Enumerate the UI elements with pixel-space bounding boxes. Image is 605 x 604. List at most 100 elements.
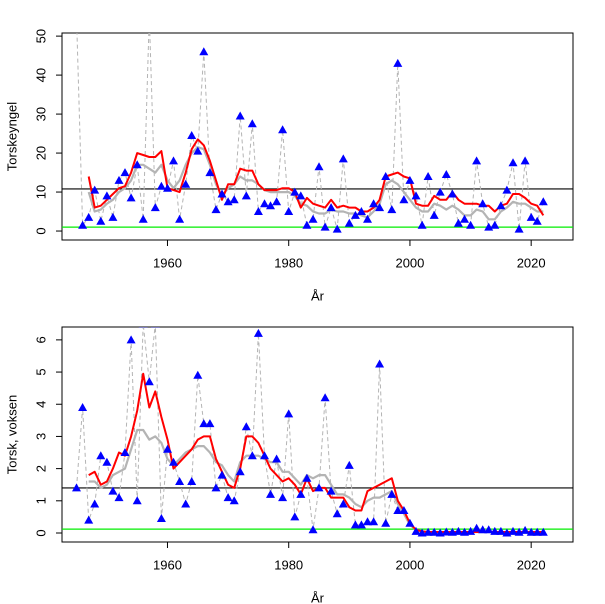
data-point: [278, 125, 288, 134]
data-point: [502, 185, 512, 194]
data-point: [399, 506, 409, 514]
smoothed-line: [87, 138, 545, 216]
x-tick-label: 2000: [395, 557, 424, 572]
data-point: [235, 467, 245, 476]
y-tick-label: 20: [33, 146, 48, 160]
data-point: [90, 499, 100, 508]
data-point: [284, 207, 294, 215]
data-point: [363, 214, 372, 223]
data-point: [405, 175, 415, 184]
data-point: [84, 212, 94, 221]
data-point: [423, 527, 433, 536]
data-point: [120, 168, 130, 177]
data-point: [508, 158, 518, 167]
x-axis-label: År: [311, 288, 325, 303]
data-point: [96, 216, 106, 225]
data-point: [496, 526, 506, 535]
data-point: [520, 156, 530, 165]
x-tick-label: 1980: [274, 557, 303, 572]
data-point: [120, 448, 130, 456]
data-point: [114, 493, 124, 502]
y-tick-label: 40: [33, 68, 48, 82]
data-point: [460, 214, 469, 223]
data-point: [417, 220, 427, 229]
x-tick-label: 1960: [153, 255, 182, 270]
y-tick-label: 10: [33, 185, 48, 199]
data-point: [108, 486, 118, 495]
data-point: [532, 216, 542, 225]
data-point: [253, 328, 263, 337]
data-point: [266, 201, 275, 210]
data-point: [193, 146, 203, 155]
y-tick-label: 4: [33, 401, 48, 408]
data-point: [472, 156, 482, 165]
data-point: [314, 483, 324, 492]
data-point: [290, 187, 300, 196]
data-point: [102, 457, 112, 466]
data-point: [199, 47, 209, 56]
data-point: [332, 224, 342, 233]
data-point: [369, 517, 379, 526]
data-point: [138, 327, 148, 328]
data-point: [150, 327, 160, 328]
data-point: [156, 514, 166, 522]
y-tick-label: 3: [33, 433, 48, 440]
data-point: [441, 170, 451, 178]
data-point: [266, 489, 275, 498]
data-point: [320, 222, 330, 231]
data-point: [260, 451, 269, 460]
data-point: [150, 203, 160, 212]
x-tick-label: 2020: [517, 557, 546, 572]
data-point: [381, 518, 391, 527]
data-point: [441, 527, 451, 536]
y-axis-label: Torskeyngel: [4, 102, 19, 171]
x-tick-label: 1960: [153, 557, 182, 572]
data-point: [308, 525, 318, 534]
data-point: [496, 201, 506, 210]
data-point: [278, 493, 288, 502]
data-point: [235, 111, 245, 120]
data-point: [241, 422, 251, 431]
data-point: [90, 185, 100, 194]
data-point: [453, 218, 463, 227]
data-point: [350, 210, 360, 219]
y-tick-label: 5: [33, 368, 48, 375]
data-point: [356, 207, 366, 215]
data-point: [175, 477, 185, 485]
data-point: [102, 191, 112, 200]
data-point: [393, 506, 403, 514]
data-point: [514, 224, 524, 233]
data-point: [229, 496, 239, 505]
data-point: [344, 460, 354, 469]
data-point: [320, 393, 330, 402]
x-tick-label: 1980: [274, 255, 303, 270]
data-point: [260, 199, 269, 208]
y-tick-label: 30: [33, 107, 48, 121]
data-point: [350, 520, 360, 529]
data-point: [411, 191, 421, 200]
x-tick-label: 2020: [517, 255, 546, 270]
data-point: [381, 172, 391, 180]
data-point: [126, 335, 136, 344]
data-point: [387, 489, 397, 498]
data-point: [193, 370, 203, 379]
y-axis-label: Torsk, voksen: [4, 395, 19, 474]
data-point: [296, 191, 306, 200]
data-point: [411, 526, 421, 535]
data-point: [145, 12, 154, 20]
data-point: [138, 214, 148, 223]
data-point: [387, 205, 397, 214]
data-point: [338, 154, 348, 163]
data-point: [169, 457, 178, 466]
x-axis-label: År: [311, 590, 325, 604]
data-point: [429, 210, 439, 219]
data-point: [296, 489, 306, 498]
data-point: [78, 403, 88, 411]
data-point: [478, 199, 488, 208]
data-point: [163, 444, 172, 453]
data-point: [484, 525, 494, 534]
data-point: [526, 527, 536, 536]
data-point: [520, 525, 530, 534]
data-point: [290, 512, 300, 521]
